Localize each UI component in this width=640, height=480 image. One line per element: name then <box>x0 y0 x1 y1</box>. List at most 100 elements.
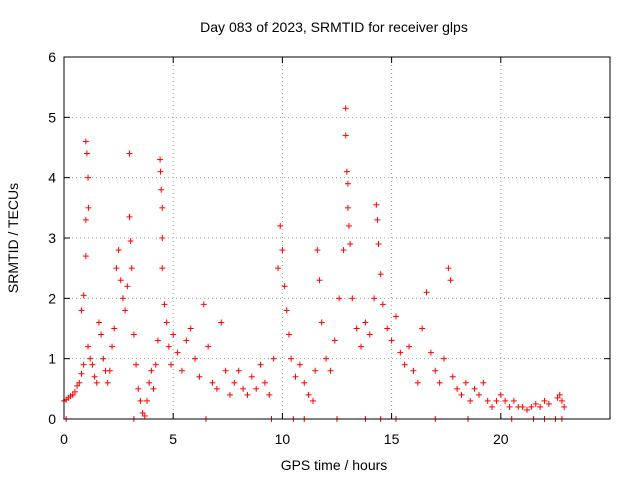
data-point <box>497 391 504 398</box>
data-point <box>279 247 286 254</box>
grid-lines <box>64 57 610 419</box>
data-point <box>528 403 535 410</box>
data-point <box>384 325 391 332</box>
data-point <box>288 355 295 362</box>
data-point <box>154 337 161 344</box>
data-point <box>209 379 216 386</box>
data-points <box>61 105 568 422</box>
data-point <box>475 391 482 398</box>
data-point <box>277 222 284 229</box>
data-point <box>353 325 360 332</box>
data-point <box>126 213 133 220</box>
y-tick-label: 3 <box>48 230 56 246</box>
data-point <box>371 295 378 302</box>
data-point <box>506 403 513 410</box>
data-point <box>427 349 434 356</box>
data-point <box>261 379 268 386</box>
data-point <box>366 331 373 338</box>
data-point <box>441 355 448 362</box>
data-point <box>98 331 105 338</box>
data-point <box>82 253 89 260</box>
data-point <box>78 370 85 377</box>
x-tick-label: 15 <box>384 431 400 447</box>
data-point <box>192 355 199 362</box>
axis-ticks: 0 5 10 15 20 0 1 2 3 4 5 6 <box>48 49 610 447</box>
data-point <box>484 397 491 404</box>
data-point <box>414 379 421 386</box>
data-point <box>196 373 203 380</box>
data-point <box>174 349 181 356</box>
data-point <box>432 367 439 374</box>
data-point <box>93 379 100 386</box>
x-tick-label: 0 <box>60 431 68 447</box>
y-tick-label: 2 <box>48 290 56 306</box>
data-point <box>165 343 172 350</box>
data-point <box>445 265 452 272</box>
x-tick-label: 10 <box>275 431 291 447</box>
x-tick-label: 5 <box>169 431 177 447</box>
data-point <box>532 400 539 407</box>
data-point <box>257 361 264 368</box>
data-point <box>467 397 474 404</box>
data-point <box>82 138 89 145</box>
data-point <box>159 265 166 272</box>
data-point <box>554 394 561 401</box>
data-point <box>80 361 87 368</box>
data-point <box>78 307 85 314</box>
data-point <box>183 337 190 344</box>
data-point <box>100 355 107 362</box>
data-point <box>510 397 517 404</box>
data-point <box>392 313 399 320</box>
data-point <box>117 277 124 284</box>
data-point <box>342 105 349 112</box>
data-point <box>109 343 116 350</box>
data-point <box>83 150 90 157</box>
data-point <box>519 403 526 410</box>
data-point <box>462 379 469 386</box>
x-tick-label: 20 <box>493 431 509 447</box>
data-point <box>283 307 290 314</box>
data-point <box>502 397 509 404</box>
data-point <box>157 156 164 163</box>
data-point <box>379 301 386 308</box>
data-point <box>222 367 229 374</box>
data-point <box>454 385 461 392</box>
data-point <box>152 361 159 368</box>
data-point <box>122 307 129 314</box>
data-point <box>275 265 282 272</box>
data-point <box>106 367 113 374</box>
data-point <box>119 295 126 302</box>
chart-title: Day 083 of 2023, SRMTID for receiver glp… <box>200 19 468 35</box>
data-point <box>148 367 155 374</box>
data-point <box>323 355 330 362</box>
data-point <box>342 132 349 139</box>
data-point <box>340 247 347 254</box>
data-point <box>146 379 153 386</box>
data-point <box>91 373 98 380</box>
data-point <box>314 247 321 254</box>
data-point <box>336 295 343 302</box>
plot-frame <box>63 56 611 420</box>
data-point <box>248 373 255 380</box>
data-point <box>85 343 92 350</box>
data-point <box>327 367 334 374</box>
data-point <box>541 397 548 404</box>
data-point <box>458 391 465 398</box>
data-point <box>128 265 135 272</box>
data-point <box>489 403 496 410</box>
data-point <box>558 397 565 404</box>
data-point <box>89 361 96 368</box>
data-point <box>163 319 170 326</box>
data-point <box>200 301 207 308</box>
data-point <box>406 343 413 350</box>
data-point <box>71 388 78 395</box>
data-point <box>133 361 140 368</box>
data-point <box>524 406 531 413</box>
data-point <box>419 325 426 332</box>
data-point <box>141 412 148 419</box>
data-point <box>358 343 365 350</box>
data-point <box>213 385 220 392</box>
data-point <box>205 343 212 350</box>
data-point <box>161 301 168 308</box>
